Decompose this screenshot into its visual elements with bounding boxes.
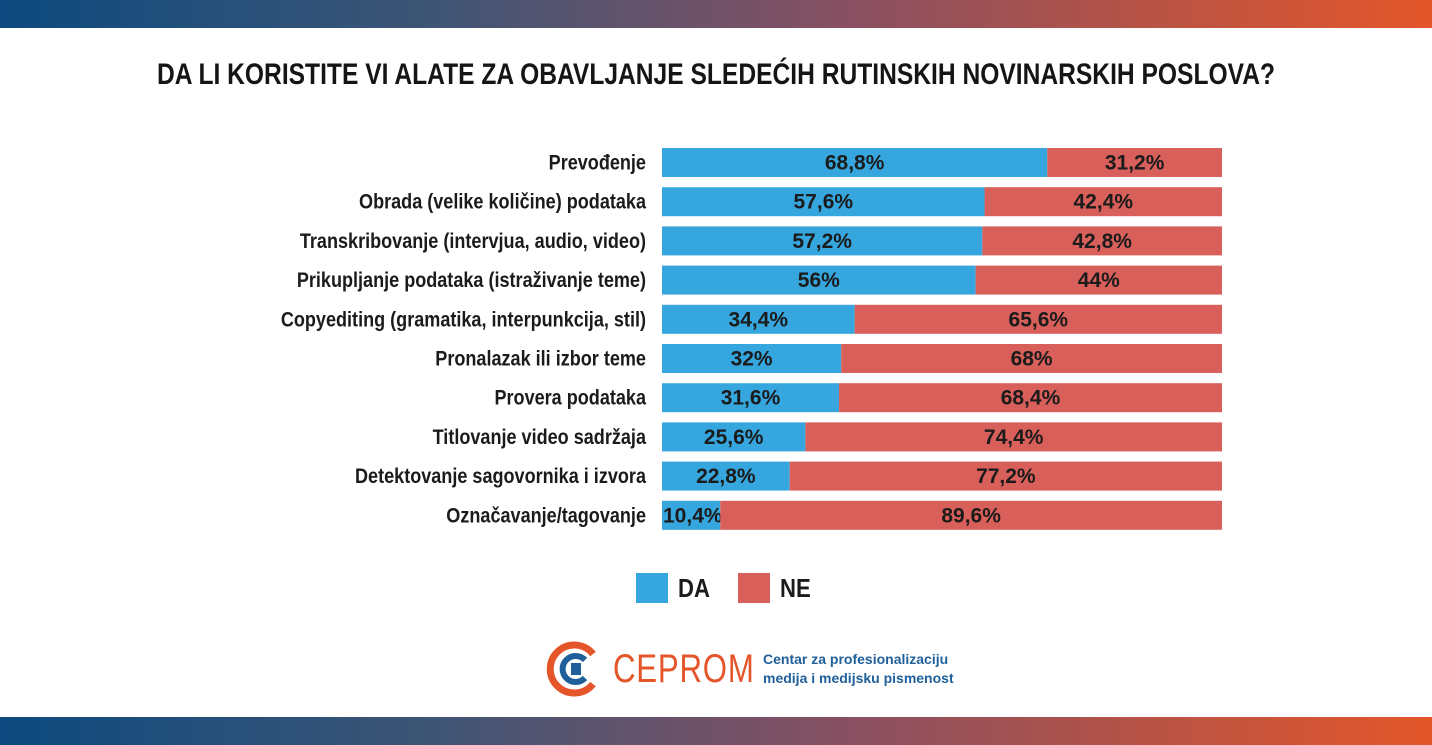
chart-title: DA LI KORISTITE VI ALATE ZA OBAVLJANJE S… bbox=[157, 58, 1275, 91]
data-label-da: 34,4% bbox=[729, 308, 789, 331]
data-label-ne: 68,4% bbox=[1001, 387, 1061, 410]
data-label-da: 57,2% bbox=[792, 230, 852, 253]
category-label: Copyediting (gramatika, interpunkcija, s… bbox=[281, 308, 646, 332]
logo-wordmark: CEPROM bbox=[613, 646, 755, 691]
legend-swatch-da bbox=[636, 573, 668, 603]
bar-segment-da bbox=[662, 383, 839, 413]
logo-tagline-line1: Centar za profesionalizaciju bbox=[763, 651, 949, 667]
category-label: Obrada (velike količine) podataka bbox=[359, 190, 647, 214]
logo-tagline: Centar za profesionalizaciju medija i me… bbox=[763, 650, 954, 688]
bar-segment-ne bbox=[805, 422, 1222, 452]
data-label-da: 32% bbox=[731, 348, 773, 371]
data-label-ne: 42,4% bbox=[1074, 191, 1134, 214]
bar-segment-ne bbox=[789, 461, 1222, 491]
data-label-da: 56% bbox=[798, 269, 840, 292]
bar-segment-da bbox=[662, 304, 855, 334]
stacked-bar-chart: Prevođenje 68,8% 31,2% Obrada (velike količ… bbox=[281, 148, 1222, 530]
data-label-ne: 68% bbox=[1011, 348, 1053, 371]
data-label-ne: 74,4% bbox=[984, 426, 1044, 449]
legend-item-da: DA bbox=[636, 573, 716, 604]
data-label-ne: 42,8% bbox=[1072, 230, 1132, 253]
category-label: Transkribovanje (intervjua, audio, video… bbox=[300, 230, 646, 254]
legend-label-da: DA bbox=[678, 572, 710, 603]
data-label-ne: 89,6% bbox=[941, 504, 1001, 527]
data-label-ne: 31,2% bbox=[1105, 152, 1165, 175]
bar-segment-da bbox=[662, 148, 1048, 177]
bar-segment-ne bbox=[838, 383, 1222, 413]
logo-tagline-line2: medija i medijsku pismenost bbox=[763, 670, 954, 686]
bar-segment-ne bbox=[854, 304, 1222, 334]
ceprom-logo: CEPROM Centar za profesionalizaciju medi… bbox=[545, 640, 954, 698]
category-label: Prikupljanje podataka (istraživanje teme… bbox=[297, 269, 646, 293]
data-label-ne: 65,6% bbox=[1009, 308, 1069, 331]
bar-segment-ne bbox=[841, 344, 1222, 373]
top-gradient-band bbox=[0, 0, 1432, 28]
category-label: Pronalazak ili izbor teme bbox=[435, 347, 646, 371]
category-label: Označavanje/tagovanje bbox=[446, 504, 646, 528]
data-label-da: 68,8% bbox=[825, 152, 885, 175]
legend-swatch-ne bbox=[737, 573, 770, 603]
bar-segment-da bbox=[662, 226, 983, 256]
bar-segment-ne bbox=[982, 226, 1222, 256]
bar-segment-da bbox=[662, 500, 721, 530]
bar-segment-ne bbox=[984, 187, 1222, 217]
bar-segment-da bbox=[662, 422, 806, 452]
bar-segment-da bbox=[662, 461, 790, 491]
data-label-da: 10,4% bbox=[663, 504, 723, 527]
data-label-da: 57,6% bbox=[794, 191, 854, 214]
category-label: Titlovanje video sadržaja bbox=[433, 426, 647, 450]
category-label: Prevođenje bbox=[549, 151, 646, 175]
legend-item-ne: NE bbox=[737, 572, 816, 604]
bar-segment-da bbox=[662, 187, 985, 217]
data-label-da: 31,6% bbox=[721, 387, 781, 410]
ceprom-logo-icon bbox=[546, 641, 596, 697]
bar-segment-ne bbox=[1047, 148, 1222, 177]
legend-label-ne: NE bbox=[779, 572, 811, 603]
legend: DA NE bbox=[636, 572, 838, 604]
data-label-da: 22,8% bbox=[696, 465, 756, 488]
category-label: Detektovanje sagovornika i izvora bbox=[355, 465, 647, 489]
category-label: Provera podataka bbox=[494, 386, 647, 410]
bar-segment-da bbox=[662, 344, 842, 373]
bar-segment-da bbox=[662, 265, 976, 295]
bar-segment-ne bbox=[975, 265, 1222, 295]
bottom-gradient-band bbox=[0, 717, 1432, 745]
data-label-ne: 44% bbox=[1078, 269, 1120, 292]
data-label-da: 25,6% bbox=[704, 426, 764, 449]
data-label-ne: 77,2% bbox=[976, 465, 1036, 488]
bar-segment-ne bbox=[720, 500, 1222, 530]
